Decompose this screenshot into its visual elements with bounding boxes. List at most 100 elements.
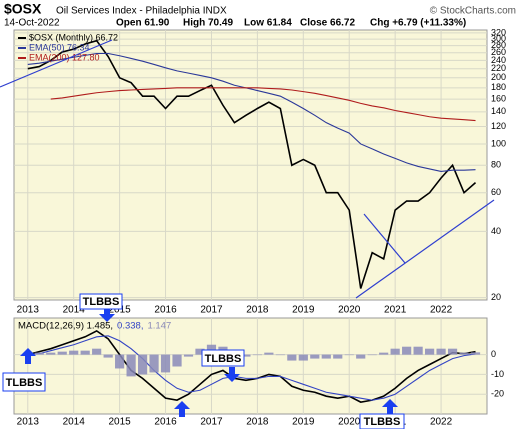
- arrow: [382, 399, 398, 414]
- x-tick-label: 2022: [430, 417, 453, 428]
- quote-high: High 70.49: [183, 18, 233, 29]
- arrow: [20, 348, 36, 364]
- x-tick-label: 2013: [17, 305, 40, 316]
- arrow: [99, 308, 115, 322]
- y-tick-label: 320: [491, 27, 506, 37]
- histogram-bar: [470, 352, 481, 355]
- series-line: [27, 39, 477, 289]
- trendline: [363, 213, 406, 264]
- trendline: [0, 39, 113, 88]
- histogram-bar: [34, 352, 44, 355]
- y-tick-label: 280: [491, 40, 506, 50]
- annotation: TLBBS: [205, 353, 242, 365]
- histogram-bar: [287, 354, 297, 361]
- histogram-bar: [275, 354, 285, 356]
- y-tick-label: 300: [491, 33, 506, 43]
- x-tick-label: 2014: [63, 305, 86, 316]
- histogram-bar: [149, 354, 159, 373]
- y-tick-label: 240: [491, 55, 506, 65]
- x-tick-label: 2016: [154, 305, 177, 316]
- legend-entry: 1.147: [147, 321, 171, 332]
- x-tick-label: 2018: [246, 417, 269, 428]
- histogram-bar: [46, 352, 56, 355]
- x-tick-label: 2018: [246, 305, 269, 316]
- x-tick-label: 2020: [338, 305, 361, 316]
- annotation: TLBBS: [364, 416, 401, 428]
- x-tick-label: 2022: [430, 305, 453, 316]
- plots: 20 40 60 80 100 120 140 16018020022024026028030…: [13, 27, 506, 428]
- x-tick-label: 2021: [384, 305, 407, 316]
- annotation-box: [2, 372, 46, 392]
- y-tick-label: 180: [491, 82, 506, 92]
- histogram-bar: [413, 346, 423, 355]
- histogram-bar: [459, 352, 469, 355]
- symbol: $OSX: [4, 1, 42, 17]
- histogram-bar: [69, 350, 79, 355]
- legend-swatch: [18, 47, 26, 49]
- histogram-bar: [390, 348, 400, 355]
- legend-entry: 0.338,: [117, 321, 143, 332]
- histogram-bar: [356, 354, 366, 359]
- histogram-bar: [344, 354, 354, 356]
- y-tick-label: 60: [491, 187, 501, 197]
- histogram-bar: [379, 352, 389, 355]
- histogram-bar: [264, 352, 274, 355]
- histogram-bar: [103, 354, 113, 358]
- x-tick-label: 2014: [63, 417, 86, 428]
- annotation: TLBBS: [83, 296, 120, 308]
- y-tick-label: 40: [491, 226, 501, 236]
- annotation-box: [359, 413, 405, 429]
- series-line: [27, 329, 476, 403]
- histogram-bar: [425, 348, 435, 355]
- series-line: [27, 335, 476, 401]
- histogram-bar: [57, 351, 67, 355]
- histogram-bar: [92, 348, 102, 355]
- series-line: [27, 52, 476, 172]
- date: 14-Oct-2022: [4, 18, 60, 29]
- histogram-bar: [402, 346, 412, 355]
- x-tick-label: 2019: [292, 417, 315, 428]
- trendline: [355, 199, 495, 299]
- histogram-bar: [160, 354, 171, 373]
- histogram-bar: [321, 354, 331, 359]
- y-tick-label: 100: [491, 138, 506, 148]
- y-tick-label: 200: [491, 72, 506, 82]
- index-name: Oil Services Index - Philadelphia INDX: [56, 6, 227, 17]
- y-tick-label: 80: [491, 160, 501, 170]
- annotation: TLBBS: [6, 377, 43, 389]
- x-tick-label: 2016: [154, 417, 177, 428]
- histogram-bar: [126, 354, 136, 377]
- y-tick-label: 260: [491, 47, 506, 57]
- histogram-bar: [137, 354, 148, 375]
- histogram-bar: [333, 354, 343, 359]
- plot-area: [13, 317, 488, 415]
- arrow: [224, 367, 240, 382]
- trendlines: [0, 39, 495, 299]
- quote-open: Open 61.90: [116, 18, 170, 29]
- y-tick-label: 0: [491, 349, 496, 359]
- histogram-bar: [115, 354, 125, 369]
- arrow: [174, 401, 190, 417]
- histogram-bar: [367, 354, 377, 356]
- histogram-bar: [241, 354, 251, 357]
- y-tick-label: 140: [491, 106, 506, 116]
- quote-low: Low 61.84: [244, 18, 292, 29]
- x-tick-label: 2019: [292, 305, 315, 316]
- x-tick-label: 2017: [200, 417, 223, 428]
- y-tick-label: 220: [491, 63, 506, 73]
- annotation-box: [201, 349, 245, 367]
- histogram-bar: [80, 350, 90, 355]
- y-tick-label: -10: [491, 369, 504, 379]
- histogram-bar: [298, 354, 308, 361]
- copyright: © StockCharts.com: [430, 6, 516, 17]
- signals: TLBBS TLBBS TLBBS TLBBS: [2, 293, 405, 429]
- y-tick-label: 160: [491, 93, 506, 103]
- quote-close: Close 66.72: [300, 18, 355, 29]
- histogram-bar: [447, 348, 458, 355]
- x-tick-label: 2020: [338, 417, 361, 428]
- x-tick-label: 2015: [108, 305, 131, 316]
- quote-change: Chg +6.79 (+11.33%): [370, 18, 466, 29]
- x-tick-label: 2017: [200, 305, 223, 316]
- x-tick-label: 2013: [17, 417, 40, 428]
